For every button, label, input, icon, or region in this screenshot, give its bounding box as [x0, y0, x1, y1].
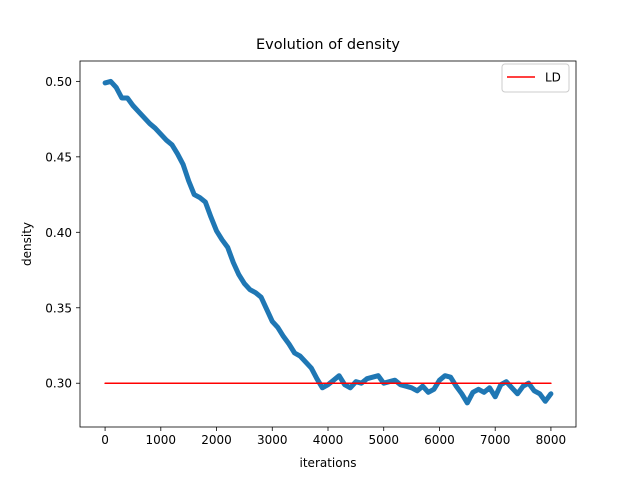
chart-title: Evolution of density: [256, 37, 400, 53]
x-tick-label: 1000: [146, 433, 177, 447]
x-tick-label: 0: [101, 433, 109, 447]
y-tick-label: 0.30: [45, 377, 72, 391]
x-tick-label: 5000: [368, 433, 399, 447]
x-tick-label: 2000: [201, 433, 232, 447]
legend: LD: [501, 63, 570, 93]
y-tick-label: 0.50: [45, 75, 72, 89]
legend-ld-label: LD: [545, 71, 561, 85]
x-tick-label: 6000: [424, 433, 455, 447]
y-tick-label: 0.40: [45, 226, 72, 240]
x-axis-label: iterations: [300, 456, 357, 470]
x-tick-label: 7000: [480, 433, 511, 447]
x-tick-label: 4000: [313, 433, 344, 447]
x-tick-label: 8000: [536, 433, 567, 447]
plot-area: 0 1000 2000 3000 4000 5000 6000 7000 8000 0.30 0.3…: [45, 60, 577, 447]
x-tick-label: 3000: [257, 433, 288, 447]
y-tick-label: 0.35: [45, 301, 72, 315]
legend-box: [501, 63, 570, 93]
y-tick-label: 0.45: [45, 150, 72, 164]
axes-frame: [79, 60, 577, 428]
y-axis-label: density: [20, 222, 34, 266]
series-density-line: [102, 78, 554, 406]
